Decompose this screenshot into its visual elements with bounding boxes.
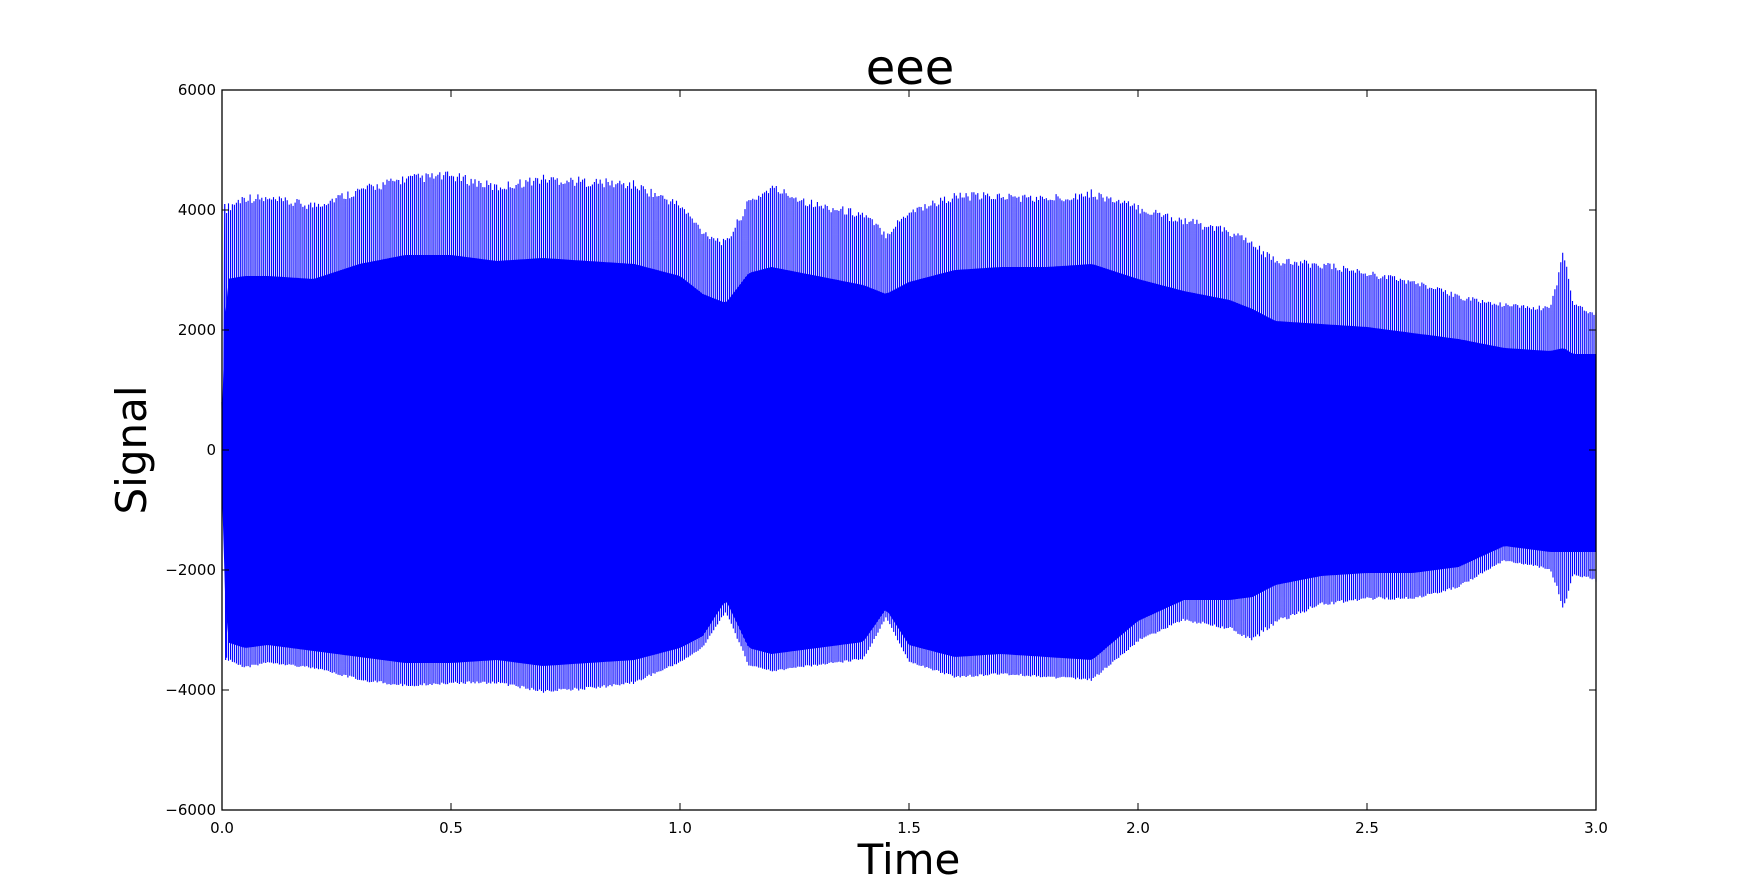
y-tick-label: 2000: [178, 321, 216, 339]
y-axis-title: Signal: [107, 385, 156, 514]
y-tick-label: −2000: [165, 561, 216, 579]
chart-title: eee: [866, 40, 955, 96]
x-axis-title: Time: [857, 835, 961, 884]
y-tick-label: 4000: [178, 201, 216, 219]
x-tick-label: 0.5: [439, 819, 463, 837]
y-tick-label: −4000: [165, 681, 216, 699]
x-tick-label: 3.0: [1584, 819, 1608, 837]
y-tick-label: −6000: [165, 801, 216, 819]
plot-area: [221, 171, 1597, 693]
x-tick-label: 0.0: [210, 819, 234, 837]
x-tick-label: 1.5: [897, 819, 921, 837]
x-axis: 0.0 0.5 1.0 1.5 2.0 2.5 3.0: [210, 90, 1608, 837]
y-axis: −6000 −4000 −2000 0 2000 4000 6000: [165, 81, 1596, 819]
x-tick-label: 2.5: [1355, 819, 1379, 837]
x-tick-label: 1.0: [668, 819, 692, 837]
y-tick-label: 6000: [178, 81, 216, 99]
signal-onset: [221, 203, 227, 661]
y-tick-label: 0: [206, 441, 216, 459]
signal-line: [226, 171, 1597, 693]
x-tick-label: 2.0: [1126, 819, 1150, 837]
